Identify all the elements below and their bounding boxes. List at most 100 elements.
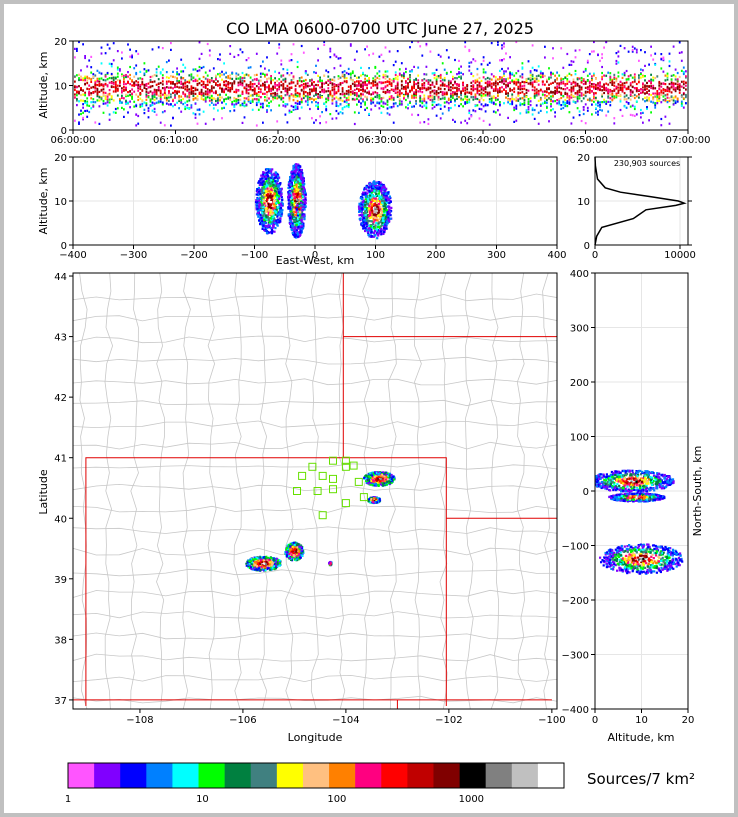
- time-source-mark: [135, 64, 138, 67]
- time-source-mark: [519, 82, 522, 85]
- time-source-mark: [654, 63, 657, 66]
- time-source-mark: [423, 99, 426, 102]
- time-source-mark: [333, 76, 336, 79]
- time-source-mark: [595, 92, 597, 95]
- time-source-mark: [380, 87, 383, 90]
- time-source-mark: [676, 83, 679, 86]
- time-source-mark: [546, 101, 548, 104]
- ew-source-mark: [269, 193, 272, 196]
- time-source-mark: [168, 91, 170, 94]
- time-source-mark: [584, 95, 587, 98]
- ew-source-mark: [291, 214, 294, 217]
- time-source-mark: [405, 80, 407, 83]
- time-source-mark: [151, 80, 154, 84]
- time-source-mark: [466, 88, 469, 91]
- time-source-mark: [233, 103, 236, 106]
- time-source-mark: [274, 85, 276, 88]
- time-source-mark: [321, 82, 323, 85]
- time-source-mark: [507, 84, 509, 87]
- ew-source-mark: [259, 191, 262, 194]
- time-source-mark: [229, 110, 232, 113]
- time-source-mark: [121, 51, 123, 54]
- time-source-mark: [556, 99, 558, 102]
- time-source-mark: [229, 88, 232, 92]
- ew-source-mark: [293, 225, 296, 228]
- time-source-mark: [143, 83, 146, 86]
- time-source-mark: [625, 69, 628, 73]
- time-source-mark: [190, 104, 193, 107]
- time-source-mark: [282, 74, 285, 77]
- ew-source-mark: [265, 231, 269, 234]
- time-source-mark: [454, 58, 456, 62]
- time-source-mark: [564, 76, 567, 79]
- time-source-mark: [272, 88, 274, 91]
- time-source-mark: [550, 71, 552, 74]
- time-source-mark: [682, 71, 685, 74]
- time-source-mark: [597, 84, 599, 87]
- time-source-mark: [609, 93, 612, 96]
- time-source-mark: [509, 72, 511, 75]
- ew-source-mark: [264, 196, 267, 199]
- time-source-mark: [460, 71, 462, 74]
- time-source-mark: [609, 81, 612, 84]
- time-source-mark: [280, 98, 283, 101]
- time-source-mark: [666, 101, 669, 104]
- time-source-mark: [337, 89, 340, 92]
- time-source-mark: [429, 87, 432, 90]
- time-source-mark: [368, 80, 370, 84]
- time-source-mark: [131, 56, 133, 59]
- time-source-mark: [513, 120, 516, 123]
- time-source-mark: [153, 88, 156, 91]
- time-source-mark: [78, 78, 80, 82]
- time-source-mark: [525, 111, 528, 114]
- time-source-mark: [313, 121, 315, 124]
- time-x-tick-label: 07:00:00: [666, 135, 711, 146]
- time-source-mark: [347, 105, 350, 109]
- time-source-mark: [503, 58, 505, 61]
- time-source-mark: [90, 107, 93, 110]
- time-source-mark: [356, 84, 358, 87]
- time-source-mark: [531, 85, 534, 88]
- time-source-mark: [104, 94, 107, 97]
- time-source-mark: [270, 93, 272, 96]
- time-source-mark: [394, 73, 397, 77]
- time-source-mark: [300, 97, 303, 100]
- time-source-mark: [482, 68, 485, 71]
- time-source-mark: [317, 84, 319, 87]
- time-source-mark: [388, 81, 391, 84]
- time-source-mark: [296, 65, 299, 69]
- time-source-mark: [368, 82, 370, 85]
- time-source-mark: [282, 78, 285, 82]
- time-source-mark: [108, 89, 111, 92]
- time-source-mark: [511, 97, 514, 101]
- time-source-mark: [568, 96, 571, 99]
- time-source-mark: [531, 78, 534, 81]
- time-source-mark: [172, 81, 174, 84]
- time-source-mark: [652, 101, 655, 104]
- time-source-mark: [668, 99, 671, 103]
- time-source-mark: [566, 94, 569, 97]
- time-source-mark: [484, 71, 487, 74]
- time-source-mark: [86, 65, 89, 68]
- time-source-mark: [394, 87, 397, 90]
- time-source-mark: [337, 112, 340, 115]
- time-source-mark: [347, 67, 350, 70]
- time-source-mark: [274, 70, 276, 73]
- time-x-tick-label: 06:10:00: [153, 135, 198, 146]
- time-source-mark: [196, 98, 199, 101]
- time-source-mark: [544, 101, 546, 104]
- time-source-mark: [674, 101, 677, 105]
- time-source-mark: [198, 69, 201, 72]
- time-source-mark: [114, 77, 117, 80]
- time-source-mark: [503, 82, 505, 85]
- time-source-mark: [129, 77, 131, 80]
- time-source-mark: [400, 100, 403, 103]
- time-source-mark: [527, 82, 530, 85]
- time-source-mark: [394, 71, 397, 74]
- time-source-mark: [478, 85, 481, 88]
- ew-source-mark: [299, 192, 302, 195]
- time-source-mark: [170, 80, 172, 84]
- time-source-mark: [188, 81, 191, 84]
- time-source-mark: [221, 87, 223, 90]
- time-source-mark: [435, 103, 438, 107]
